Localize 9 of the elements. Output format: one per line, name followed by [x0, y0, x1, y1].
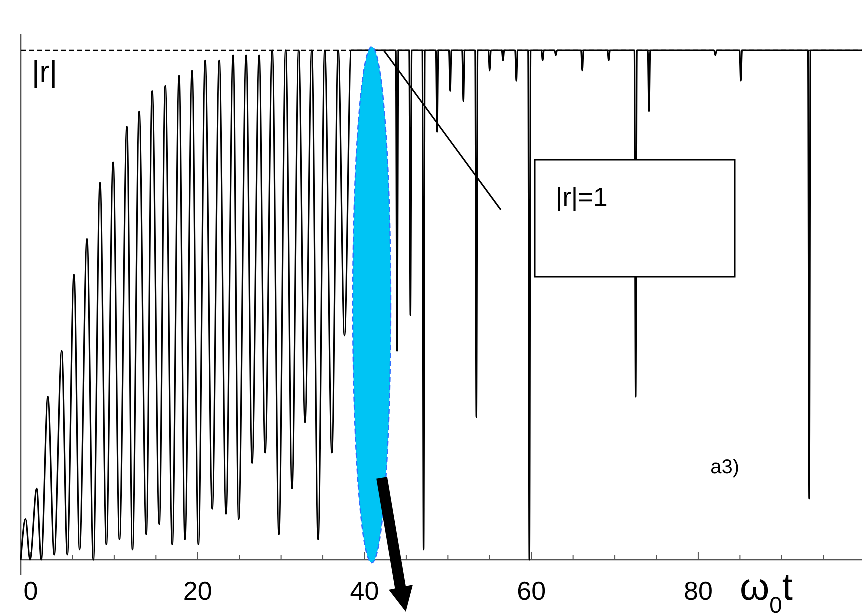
x-tick-label: 0 [24, 576, 38, 606]
x-tick-label: 80 [684, 576, 713, 606]
ref-line-label: |r|=1 [556, 182, 608, 212]
x-axis-title: ω$_{0}$t [740, 567, 794, 615]
x-tick-label: 40 [350, 576, 380, 606]
y-axis-title: |r| [32, 56, 58, 89]
x-tick-label: 60 [517, 576, 546, 606]
x-tick-label: 20 [183, 576, 212, 606]
annotation: a3) [710, 456, 740, 478]
